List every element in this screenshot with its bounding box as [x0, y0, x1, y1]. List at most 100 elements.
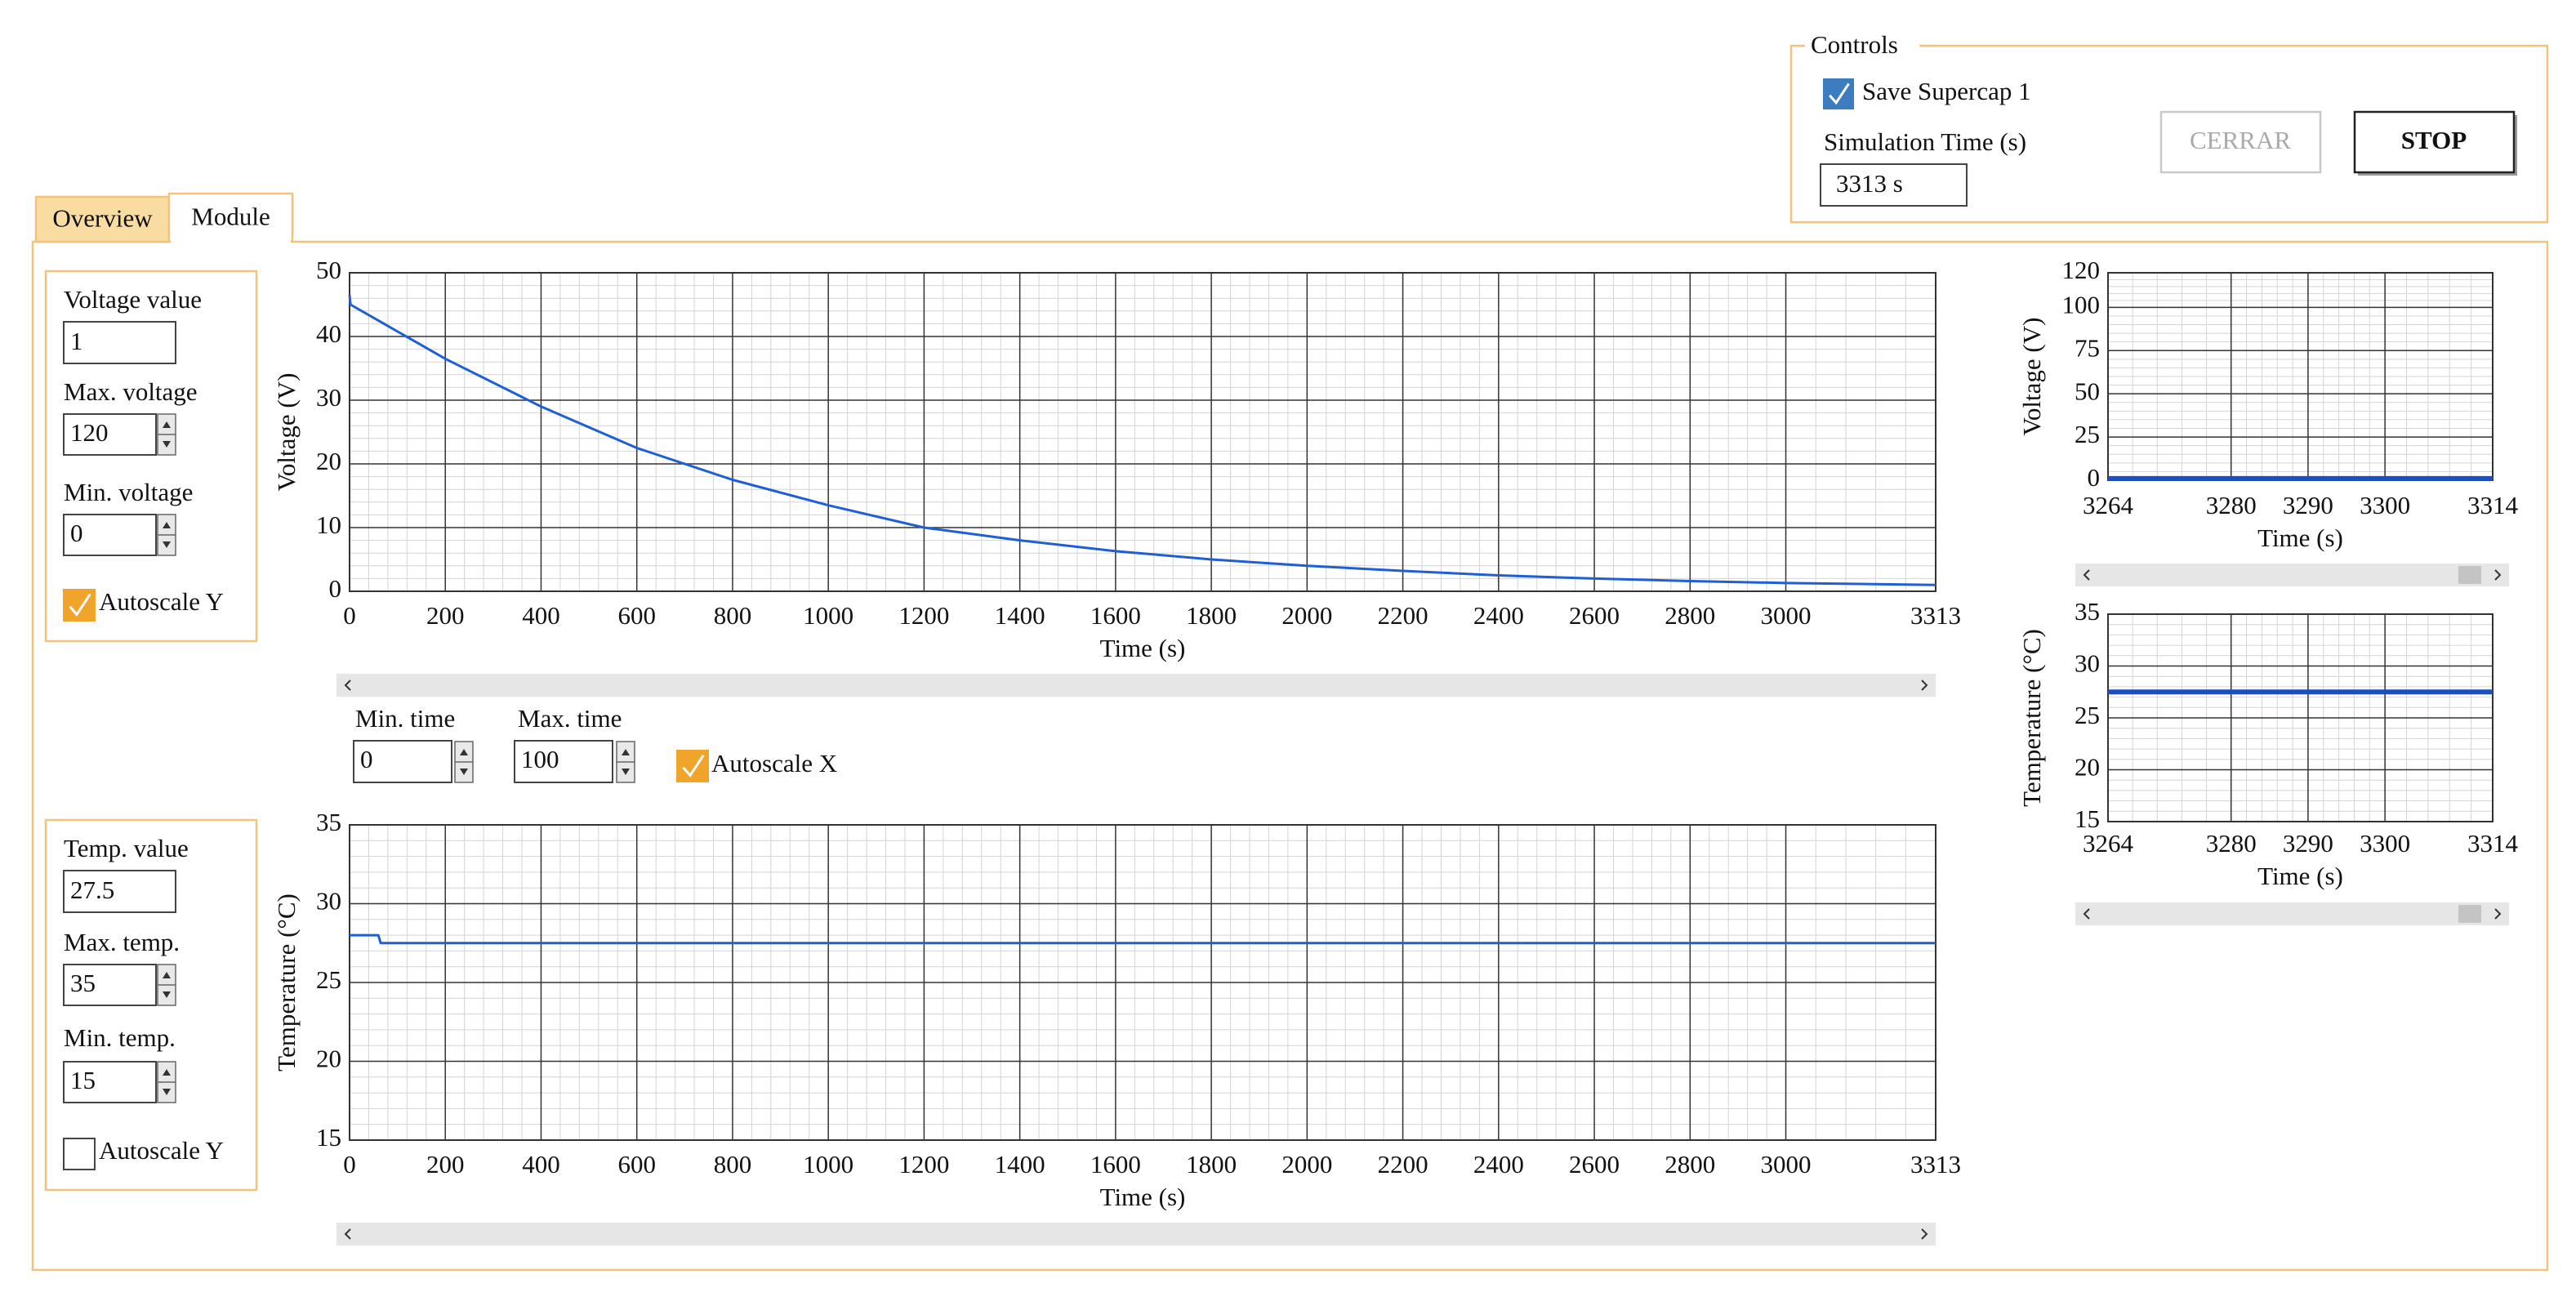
stop-label: STOP	[2401, 126, 2467, 154]
y-tick-label: 20	[2075, 753, 2100, 782]
plot-frame	[349, 824, 1936, 1141]
controls-group	[1789, 44, 2549, 224]
x-tick-label: 1800	[1186, 1150, 1237, 1178]
tab[interactable]	[34, 195, 171, 243]
x-tick-label: 3314	[2467, 829, 2519, 858]
x-tick-label: 1000	[803, 601, 853, 630]
spinner-up	[163, 1069, 171, 1076]
checkbox[interactable]	[1823, 78, 1854, 109]
x-tick-label: 800	[714, 601, 752, 630]
y-tick-label: 35	[316, 808, 341, 836]
x-tick-label: 3280	[2206, 491, 2257, 519]
x-tick-label: 3314	[2467, 491, 2519, 519]
x-tick-label: 3000	[1761, 601, 1812, 630]
y-tick-label: 35	[2075, 597, 2100, 626]
min-voltage-input[interactable]	[63, 514, 157, 556]
controls-title: Controls	[1811, 30, 1898, 59]
x-tick-label: 2000	[1281, 1150, 1332, 1178]
scrollbar[interactable]	[336, 1223, 1936, 1245]
data-line	[348, 295, 1936, 586]
stop-button[interactable]	[2353, 110, 2516, 174]
scrollbar[interactable]	[2075, 902, 2509, 925]
scroll-thumb[interactable]	[2458, 905, 2481, 923]
spinner-down	[163, 991, 171, 998]
y-tick-label: 75	[2075, 333, 2100, 362]
x-axis-title: Time (s)	[2257, 524, 2343, 552]
label: Min. temp.	[64, 1023, 176, 1052]
x-tick-label: 800	[714, 1150, 752, 1178]
scroll-thumb[interactable]	[2458, 566, 2481, 584]
spinner-up	[163, 522, 171, 528]
x-tick-label: 1400	[995, 1150, 1045, 1178]
temp-settings	[44, 818, 258, 1192]
voltage-value-input	[63, 321, 176, 364]
min-time-input[interactable]	[353, 740, 452, 783]
y-tick-label: 25	[316, 965, 341, 994]
x-tick-label: 2600	[1569, 1150, 1620, 1178]
checkbox-label: Autoscale Y	[99, 587, 224, 616]
spinner-down	[163, 541, 171, 548]
x-tick-label: 3313	[1910, 1150, 1961, 1178]
x-tick-label: 3280	[2206, 829, 2257, 858]
data-line	[350, 933, 1936, 945]
tab[interactable]	[167, 192, 294, 243]
x-tick-label: 2600	[1569, 601, 1620, 630]
y-tick-label: 120	[2062, 256, 2101, 284]
input-value: 1	[70, 327, 83, 355]
min-temp-input[interactable]	[63, 1061, 157, 1103]
max-voltage-input[interactable]	[63, 413, 157, 456]
checkbox-label: Autoscale Y	[99, 1136, 224, 1165]
x-axis-title: Time (s)	[1100, 634, 1186, 662]
cerrar-button[interactable]	[2159, 110, 2322, 174]
y-tick-label: 30	[2075, 649, 2100, 678]
x-tick-label: 3264	[2083, 829, 2134, 858]
x-tick-label: 1600	[1090, 601, 1141, 630]
x-axis-title: Time (s)	[1100, 1183, 1186, 1211]
scrollbar[interactable]	[2075, 564, 2509, 586]
sim-time-label: Simulation Time (s)	[1824, 127, 2026, 156]
max-temp-input[interactable]	[63, 964, 157, 1006]
y-tick-label: 30	[316, 383, 341, 412]
x-axis-title: Time (s)	[2257, 862, 2343, 890]
x-tick-label: 2000	[1281, 601, 1332, 630]
y-axis-title: Temperature (°C)	[272, 893, 301, 1072]
y-tick-label: 25	[2075, 701, 2100, 729]
label: Voltage value	[64, 285, 202, 314]
x-tick-label: 400	[522, 1150, 560, 1178]
scrollbar[interactable]	[336, 674, 1936, 697]
scroll-right	[1921, 679, 1928, 691]
module-tab-panel	[31, 240, 2549, 1272]
x-tick-label: 3264	[2083, 491, 2134, 519]
x-tick-label: 3313	[1910, 601, 1961, 630]
x-tick-label: 400	[522, 601, 560, 630]
x-tick-label: 200	[426, 1150, 465, 1178]
checkmark	[682, 754, 705, 777]
max-time-input[interactable]	[514, 740, 613, 783]
label: Max. time	[518, 704, 622, 733]
checkbox[interactable]	[63, 1138, 96, 1170]
spinner-up	[622, 749, 630, 755]
input-value: 15	[70, 1066, 96, 1094]
x-tick-label: 2200	[1378, 1150, 1428, 1178]
y-axis-title: Temperature (°C)	[2017, 629, 2046, 807]
input-value: 27.5	[70, 876, 114, 904]
spinner-down	[163, 1089, 171, 1095]
save-label: Save Supercap 1	[1862, 77, 2031, 105]
x-tick-label: 3290	[2283, 491, 2333, 519]
x-tick-label: 0	[343, 1150, 356, 1178]
y-tick-label: 40	[316, 319, 341, 348]
label: Min. voltage	[64, 478, 193, 506]
input-value: 35	[70, 969, 96, 997]
x-tick-label: 0	[343, 601, 356, 630]
spinner-down	[460, 769, 468, 775]
scroll-right	[2494, 908, 2502, 920]
checkmark	[1829, 82, 1850, 105]
spinner-up	[460, 749, 468, 755]
x-tick-label: 2400	[1473, 601, 1524, 630]
y-tick-label: 50	[316, 256, 341, 284]
scroll-right	[2494, 569, 2502, 581]
y-axis-title: Voltage (V)	[2017, 318, 2046, 436]
x-tick-label: 3290	[2283, 829, 2333, 858]
sim-time-input[interactable]	[1820, 163, 1968, 207]
